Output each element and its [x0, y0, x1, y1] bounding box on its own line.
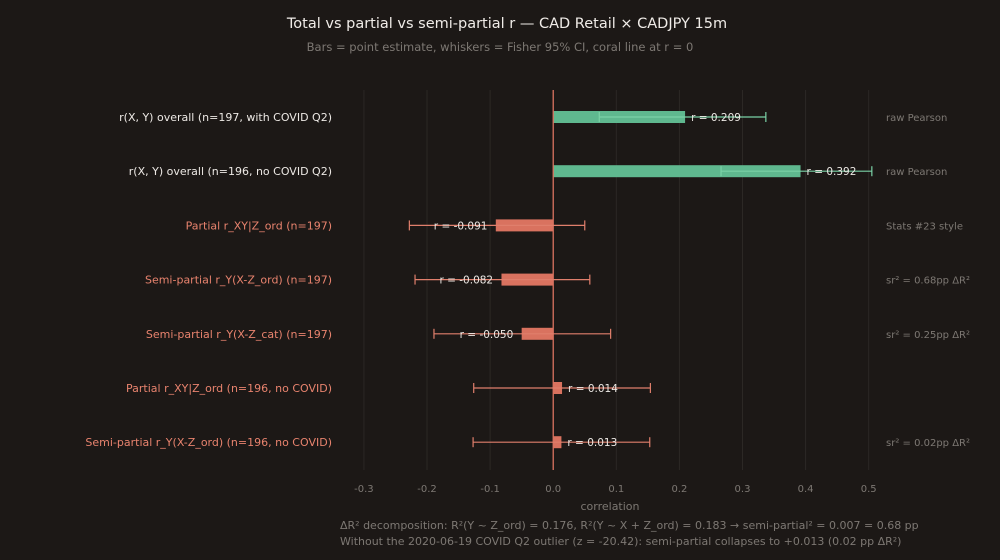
row-note: sr² = 0.02pp ΔR² — [886, 438, 970, 449]
value-label: r = 0.392 — [807, 166, 857, 178]
chart-subtitle: Bars = point estimate, whiskers = Fisher… — [307, 40, 694, 54]
row-note: sr² = 0.68pp ΔR² — [886, 276, 970, 287]
x-tick-label: 0.5 — [861, 484, 877, 495]
row-note: raw Pearson — [886, 167, 947, 178]
x-axis-label: correlation — [580, 500, 639, 513]
row-label: Partial r_XY|Z_ord (n=197) — [186, 219, 332, 232]
ci-whisker-group: r = 0.209 r = 0.392 r = -0.091 r = -0.082 r … — [408, 112, 873, 449]
value-label: r = -0.091 — [434, 220, 488, 232]
chart-title: Total vs partial vs semi-partial r — CAD… — [286, 16, 727, 32]
x-tick-label: -0.3 — [354, 484, 374, 495]
row-label: r(X, Y) overall (n=196, no COVID Q2) — [129, 165, 332, 178]
row-note: Stats #23 style — [886, 221, 963, 232]
footnote-decomposition: ΔR² decomposition: R²(Y ~ Z_ord) = 0.176… — [340, 519, 919, 532]
x-tick-label: 0.3 — [735, 484, 751, 495]
row-label: Semi-partial r_Y(X-Z_ord) (n=197) — [145, 274, 332, 287]
value-label: r = 0.209 — [691, 112, 741, 124]
row-label: Semi-partial r_Y(X-Z_cat) (n=197) — [146, 328, 332, 341]
x-tick-label: -0.1 — [480, 484, 500, 495]
row-note: raw Pearson — [886, 113, 947, 124]
row-label: Semi-partial r_Y(X-Z_ord) (n=196, no COV… — [85, 436, 332, 449]
value-label: r = 0.013 — [567, 437, 617, 449]
x-tick-label: -0.2 — [417, 484, 437, 495]
row-label: Partial r_XY|Z_ord (n=196, no COVID) — [126, 382, 332, 395]
x-tick-label: 0.4 — [798, 484, 814, 495]
footnote-outlier: Without the 2020-06-19 COVID Q2 outlier … — [340, 535, 901, 548]
row-label: r(X, Y) overall (n=197, with COVID Q2) — [119, 111, 332, 124]
value-label: r = -0.050 — [460, 329, 514, 341]
bar — [553, 165, 801, 178]
x-tick-label: 0.1 — [608, 484, 624, 495]
value-label: r = -0.082 — [439, 275, 493, 287]
x-tick-label: 0.0 — [545, 484, 561, 495]
row-note: sr² = 0.25pp ΔR² — [886, 330, 970, 341]
row-labels: r(X, Y) overall (n=197, with COVID Q2) ra… — [85, 111, 970, 449]
x-tick-label: 0.2 — [671, 484, 687, 495]
value-label: r = 0.014 — [568, 383, 618, 395]
x-axis-ticks: -0.3 -0.2 -0.1 0.0 0.1 0.2 0.3 0.4 0.5 — [354, 484, 876, 495]
